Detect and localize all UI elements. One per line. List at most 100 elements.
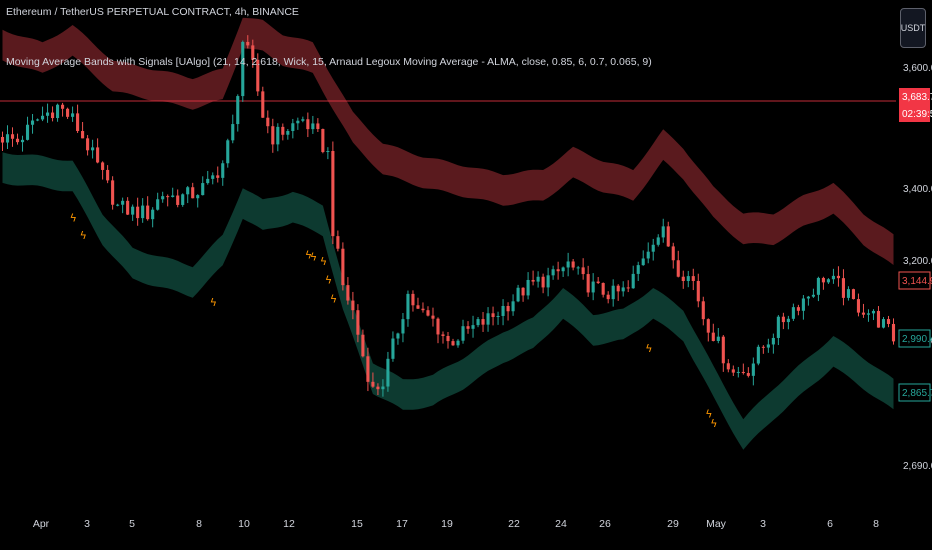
candle-body[interactable] [471, 325, 475, 329]
candle-body[interactable] [286, 131, 290, 135]
candle-body[interactable] [581, 267, 585, 275]
candle-body[interactable] [61, 104, 65, 109]
currency-button[interactable]: USDT [900, 8, 926, 48]
candle-body[interactable] [521, 287, 525, 296]
candle-body[interactable] [251, 45, 255, 60]
candle-body[interactable] [726, 363, 730, 370]
candle-body[interactable] [30, 120, 35, 125]
candle-body[interactable] [641, 258, 645, 266]
candle-body[interactable] [596, 281, 600, 284]
candle-body[interactable] [761, 346, 765, 348]
candle-body[interactable] [751, 363, 755, 376]
candle-body[interactable] [561, 267, 565, 272]
candle-body[interactable] [391, 338, 395, 359]
candle-body[interactable] [671, 246, 675, 261]
candle-body[interactable] [826, 279, 830, 283]
candle-body[interactable] [611, 285, 615, 300]
candle-body[interactable] [541, 276, 545, 288]
candle-body[interactable] [231, 124, 235, 141]
candle-body[interactable] [876, 310, 881, 328]
candle-body[interactable] [721, 336, 725, 364]
candle-body[interactable] [401, 319, 405, 334]
candles[interactable] [0, 35, 896, 397]
candle-body[interactable] [491, 313, 495, 318]
candle-body[interactable] [861, 312, 866, 315]
candle-body[interactable] [866, 313, 871, 315]
candle-body[interactable] [616, 285, 620, 292]
candle-body[interactable] [241, 41, 245, 97]
candle-body[interactable] [121, 200, 125, 205]
candle-body[interactable] [91, 147, 95, 151]
candle-body[interactable] [106, 169, 110, 181]
candle-body[interactable] [25, 124, 30, 140]
candle-body[interactable] [341, 248, 345, 286]
candle-body[interactable] [86, 138, 90, 151]
candle-body[interactable] [371, 381, 375, 387]
candle-body[interactable] [791, 307, 795, 319]
candle-body[interactable] [696, 280, 700, 302]
candle-body[interactable] [411, 293, 415, 306]
candle-body[interactable] [741, 371, 745, 374]
candle-body[interactable] [276, 126, 280, 145]
candle-body[interactable] [176, 195, 180, 205]
candle-body[interactable] [821, 277, 825, 283]
candle-body[interactable] [236, 96, 240, 125]
candle-body[interactable] [386, 358, 390, 387]
candle-body[interactable] [796, 307, 800, 311]
candle-body[interactable] [196, 195, 200, 199]
candle-body[interactable] [156, 199, 160, 210]
candle-body[interactable] [451, 341, 455, 346]
candle-body[interactable] [736, 371, 740, 373]
candle-body[interactable] [191, 187, 195, 199]
candle-body[interactable] [831, 275, 835, 280]
candle-body[interactable] [476, 319, 480, 326]
candle-body[interactable] [881, 319, 886, 328]
candle-body[interactable] [466, 326, 470, 329]
candle-body[interactable] [771, 337, 775, 345]
candle-body[interactable] [126, 200, 130, 215]
candle-body[interactable] [141, 205, 145, 219]
candle-body[interactable] [631, 273, 635, 289]
candle-body[interactable] [551, 269, 555, 276]
candle-body[interactable] [46, 112, 50, 116]
candle-body[interactable] [601, 283, 605, 295]
indicator-legend[interactable]: Moving Average Bands with Signals [UAlgo… [6, 56, 652, 68]
candle-body[interactable] [621, 287, 625, 292]
candle-body[interactable] [20, 139, 25, 143]
candle-body[interactable] [591, 281, 595, 293]
candle-body[interactable] [111, 180, 115, 205]
candle-body[interactable] [606, 294, 610, 300]
candle-body[interactable] [636, 265, 640, 274]
candle-body[interactable] [356, 310, 360, 335]
candle-body[interactable] [586, 274, 590, 293]
candle-body[interactable] [146, 205, 150, 220]
candle-body[interactable] [536, 276, 540, 282]
candle-body[interactable] [661, 226, 665, 238]
candle-body[interactable] [311, 123, 315, 130]
candle-body[interactable] [166, 196, 170, 198]
candle-body[interactable] [161, 196, 165, 200]
candle-body[interactable] [766, 344, 770, 348]
candle-body[interactable] [676, 260, 680, 277]
candle-body[interactable] [841, 278, 845, 298]
candle-body[interactable] [396, 333, 400, 339]
candle-body[interactable] [0, 136, 5, 143]
candle-body[interactable] [361, 334, 365, 357]
candle-body[interactable] [136, 206, 140, 219]
candle-body[interactable] [706, 319, 710, 333]
candle-body[interactable] [66, 108, 70, 117]
candle-body[interactable] [211, 175, 215, 179]
candle-body[interactable] [101, 162, 105, 170]
price-axis[interactable]: 3,600.003,400.003,200.002,990.002,690.00… [898, 63, 932, 472]
candle-body[interactable] [501, 305, 505, 316]
candle-body[interactable] [496, 315, 500, 318]
candle-body[interactable] [326, 150, 330, 153]
candle-body[interactable] [651, 244, 655, 252]
candle-body[interactable] [646, 251, 650, 259]
candle-body[interactable] [321, 129, 325, 153]
candle-body[interactable] [691, 276, 695, 281]
candle-body[interactable] [96, 147, 100, 163]
candle-body[interactable] [511, 301, 515, 312]
candle-body[interactable] [801, 298, 805, 311]
candle-body[interactable] [701, 301, 705, 320]
